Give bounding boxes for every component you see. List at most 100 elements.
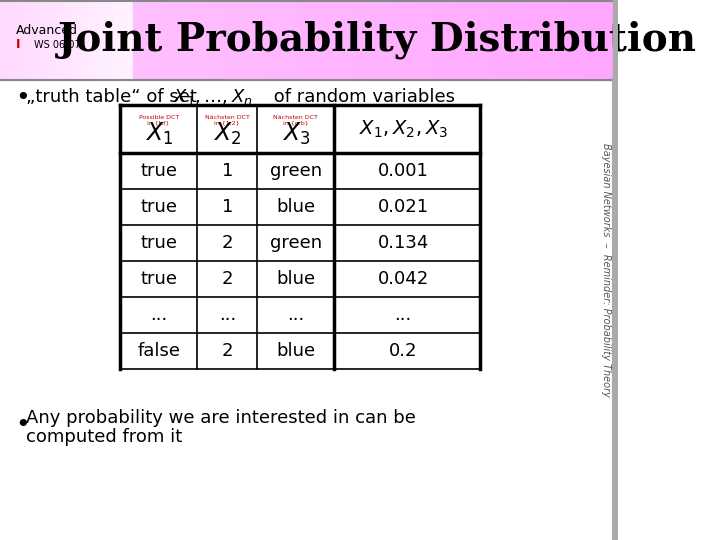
Bar [465, 0, 468, 80]
Bar [21, 0, 22, 80]
Bar [499, 0, 502, 80]
Bar [521, 0, 524, 80]
Bar [169, 0, 173, 80]
Bar [562, 0, 565, 80]
Text: of random variables: of random variables [268, 88, 454, 106]
Bar [201, 0, 204, 80]
Bar [191, 0, 194, 80]
Bar [428, 0, 432, 80]
Bar [111, 0, 112, 80]
Text: blue: blue [276, 342, 315, 360]
Text: $X_3$: $X_3$ [282, 121, 310, 147]
Bar [494, 0, 498, 80]
Text: •: • [15, 413, 30, 437]
Bar [27, 0, 29, 80]
Bar [242, 0, 246, 80]
Bar [27, 0, 28, 80]
Bar [203, 0, 207, 80]
Bar [508, 0, 512, 80]
Text: I: I [15, 38, 20, 51]
Bar [75, 0, 76, 80]
Bar [57, 0, 58, 80]
Bar [208, 0, 212, 80]
Bar [69, 0, 71, 80]
Bar [576, 0, 580, 80]
Text: ...: ... [287, 306, 305, 324]
Bar [368, 0, 372, 80]
Bar [320, 0, 323, 80]
Bar [42, 0, 43, 80]
Text: $X_1$: $X_1$ [145, 121, 173, 147]
Bar [397, 0, 400, 80]
Bar [225, 0, 228, 80]
Bar [247, 0, 250, 80]
Bar [91, 0, 93, 80]
Bar [300, 0, 303, 80]
Bar [4, 0, 5, 80]
Bar [613, 0, 618, 540]
Text: Joint Probability Distribution: Joint Probability Distribution [58, 21, 697, 59]
Bar [131, 0, 132, 80]
Bar [8, 0, 9, 80]
Bar [564, 0, 567, 80]
Bar [130, 0, 132, 80]
Bar [162, 0, 166, 80]
Bar [99, 0, 100, 80]
Bar [117, 0, 118, 80]
Bar [49, 0, 50, 80]
Bar [107, 0, 109, 80]
Bar [598, 0, 601, 80]
Bar [81, 0, 83, 80]
Bar [286, 0, 289, 80]
Bar [446, 0, 449, 80]
Bar [1, 0, 2, 80]
Bar [436, 0, 439, 80]
Text: true: true [140, 270, 177, 288]
Bar [332, 0, 335, 80]
Text: green: green [270, 162, 322, 180]
Bar [155, 0, 158, 80]
Bar [55, 0, 57, 80]
Bar [377, 0, 381, 80]
Bar [412, 0, 415, 80]
Bar [329, 0, 333, 80]
Bar [443, 0, 446, 80]
Bar [46, 0, 48, 80]
Bar [448, 0, 451, 80]
Bar [80, 0, 81, 80]
Bar [96, 0, 97, 80]
Bar [460, 0, 463, 80]
Bar [370, 0, 374, 80]
Bar [492, 0, 495, 80]
Bar [51, 0, 53, 80]
Bar [259, 0, 262, 80]
Bar [39, 0, 40, 80]
Bar [112, 0, 114, 80]
Text: Nächsten DCT
in {1,2}: Nächsten DCT in {1,2} [204, 115, 250, 126]
Bar [76, 0, 78, 80]
Bar [7, 0, 8, 80]
Bar [82, 0, 84, 80]
Bar [433, 0, 436, 80]
Bar [160, 0, 163, 80]
Bar [385, 0, 388, 80]
Bar [554, 0, 558, 80]
Bar [89, 0, 91, 80]
Bar [97, 0, 98, 80]
Bar [90, 0, 91, 80]
Bar [35, 0, 37, 80]
Bar [33, 0, 35, 80]
Bar [361, 0, 364, 80]
Bar [11, 0, 12, 80]
Bar [588, 0, 592, 80]
Bar [95, 0, 96, 80]
Text: $X_2$: $X_2$ [213, 121, 241, 147]
Bar [167, 0, 170, 80]
Bar [233, 0, 235, 80]
Bar [98, 0, 99, 80]
Bar [356, 0, 359, 80]
Bar [118, 0, 120, 80]
Bar [67, 0, 68, 80]
Bar [43, 0, 44, 80]
Bar [503, 0, 507, 80]
